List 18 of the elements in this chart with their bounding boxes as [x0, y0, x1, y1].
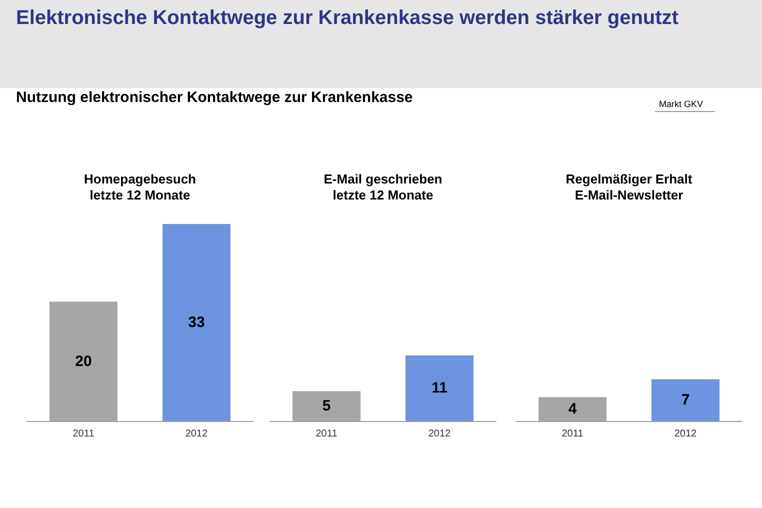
- chart-title: Homepagebesuch letzte 12 Monate: [84, 172, 196, 202]
- data-label: 5: [322, 398, 331, 415]
- x-tick-label: 2012: [185, 428, 208, 440]
- chart-title: E-Mail geschrieben letzte 12 Monate: [324, 172, 442, 202]
- x-tick-label: 2011: [562, 428, 584, 440]
- data-label: 33: [188, 314, 205, 331]
- x-tick-label: 2011: [72, 428, 95, 440]
- data-label: 4: [568, 400, 578, 418]
- x-tick-label: 2012: [428, 428, 452, 440]
- text: Nutzung elektronischer Kontaktwege zur Krankenkasse: [16, 89, 413, 106]
- text: Markt GKV: [655, 97, 715, 112]
- data-label: 7: [681, 392, 690, 409]
- x-tick-label: 2011: [316, 428, 338, 440]
- text: Elektronische Kontaktwege zur Krankenkasse werden stärker genutzt: [16, 6, 680, 30]
- data-label: 20: [75, 352, 92, 370]
- x-tick-label: 2012: [674, 428, 698, 440]
- chart-title: Regelmäßiger Erhalt E-Mail-Newsletter: [566, 172, 693, 202]
- data-label: 11: [432, 380, 448, 397]
